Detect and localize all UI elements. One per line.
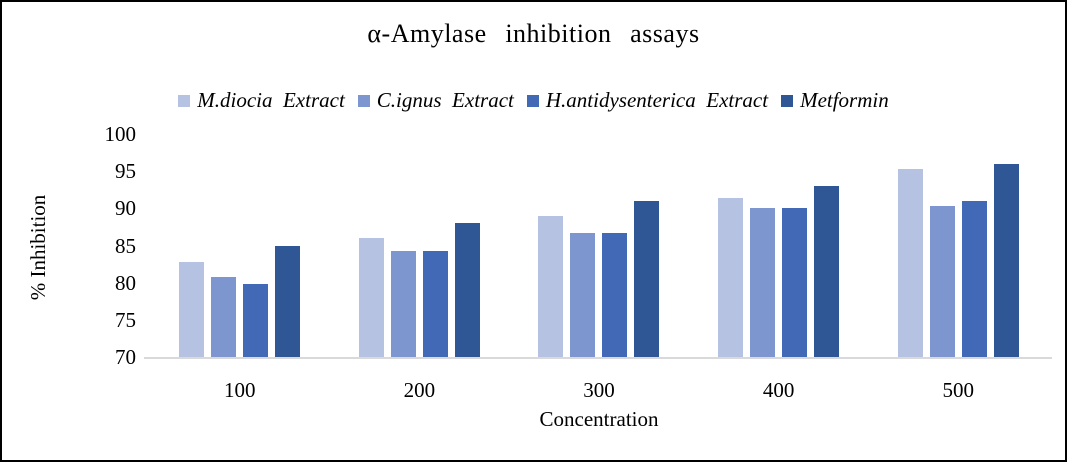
- bar-group-100: [150, 134, 330, 357]
- y-tick-label-95: 95: [115, 159, 136, 184]
- legend-label: M.diocia Extract: [197, 88, 345, 112]
- bar-metformin-300: [634, 200, 660, 357]
- x-tick-label-400: 400: [762, 378, 795, 402]
- bar-metformin-100: [275, 245, 301, 357]
- bar-hantidysenterica-100: [243, 284, 269, 357]
- y-tick-label-75: 75: [115, 307, 136, 332]
- legend-label: C.ignus Extract: [376, 88, 514, 112]
- y-tick-label-70: 70: [115, 345, 136, 369]
- bar-hantidysenterica-400: [782, 208, 808, 357]
- legend-item-0: M.diocia Extract: [178, 90, 345, 111]
- bar-series-container: [150, 134, 1048, 357]
- bar-group-400: [689, 134, 869, 357]
- bar-mdiocia-200: [358, 238, 384, 357]
- legend-item-3: Metformin: [781, 90, 889, 111]
- x-tick-label-500: 500: [942, 378, 974, 402]
- bar-metformin-400: [814, 186, 840, 357]
- bar-group-200: [330, 134, 510, 357]
- y-tick-label-100: 100: [104, 122, 137, 146]
- bar-cignus-300: [570, 232, 596, 357]
- bar-mdiocia-100: [179, 261, 205, 357]
- chart-title: α-Amylase inhibition assays: [367, 19, 700, 48]
- bar-hantidysenterica-300: [602, 232, 628, 357]
- bar-metformin-500: [993, 163, 1019, 357]
- legend-swatch-icon: [781, 94, 794, 107]
- bar-hantidysenterica-200: [422, 250, 448, 357]
- x-axis-line: [144, 357, 1052, 359]
- bar-mdiocia-500: [897, 168, 923, 357]
- legend: M.diocia Extract C.ignus Extract H.antidys…: [2, 90, 1065, 111]
- y-tick-label-80: 80: [115, 270, 136, 295]
- bar-hantidysenterica-500: [961, 200, 987, 357]
- legend-label: Metformin: [800, 88, 889, 112]
- x-tick-label-100: 100: [224, 378, 256, 402]
- x-tick-label-300: 300: [583, 378, 615, 402]
- legend-label: H.antidysenterica Extract: [545, 88, 769, 112]
- bar-mdiocia-400: [718, 197, 744, 357]
- bar-group-300: [509, 134, 689, 357]
- bar-cignus-500: [929, 206, 955, 357]
- legend-item-2: H.antidysenterica Extract: [526, 88, 769, 112]
- y-tick-label-85: 85: [115, 233, 136, 258]
- legend-swatch-icon: [526, 94, 539, 107]
- legend-swatch-icon: [357, 94, 370, 107]
- legend-item-1: C.ignus Extract: [357, 88, 514, 112]
- bar-group-500: [868, 134, 1048, 357]
- bar-cignus-200: [390, 250, 416, 357]
- x-tick-label-200: 200: [403, 378, 436, 402]
- bar-metformin-200: [454, 223, 480, 357]
- bar-cignus-100: [211, 276, 237, 357]
- bar-cignus-400: [750, 208, 776, 357]
- y-tick-label-90: 90: [115, 196, 136, 221]
- legend-swatch-icon: [178, 94, 191, 107]
- plot-area: [144, 134, 1052, 359]
- bar-mdiocia-300: [538, 215, 564, 357]
- x-axis-title: Concentration: [539, 407, 659, 431]
